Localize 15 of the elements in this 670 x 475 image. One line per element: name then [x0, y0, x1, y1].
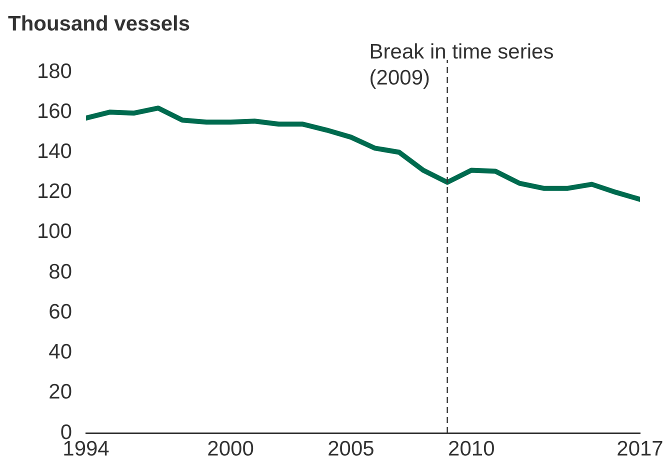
y-tick-label: 60	[48, 300, 72, 324]
y-tick-label: 20	[48, 380, 72, 404]
y-tick-label: 140	[36, 140, 72, 164]
y-tick-label: 40	[48, 340, 72, 364]
y-tick-label: 120	[36, 180, 72, 204]
y-axis-title: Thousand vessels	[8, 12, 190, 36]
x-tick-label: 2000	[207, 437, 254, 460]
ref-line-label: Break in time series (2009)	[369, 40, 554, 90]
y-tick-label: 80	[48, 260, 72, 284]
x-tick-label: 2005	[328, 437, 374, 460]
x-tick-label: 2017	[616, 437, 664, 460]
y-tick-label: 160	[36, 100, 72, 123]
y-tick-label: 180	[36, 60, 72, 83]
x-tick-label: 2010	[448, 437, 495, 460]
y-tick-label: 100	[36, 220, 72, 244]
